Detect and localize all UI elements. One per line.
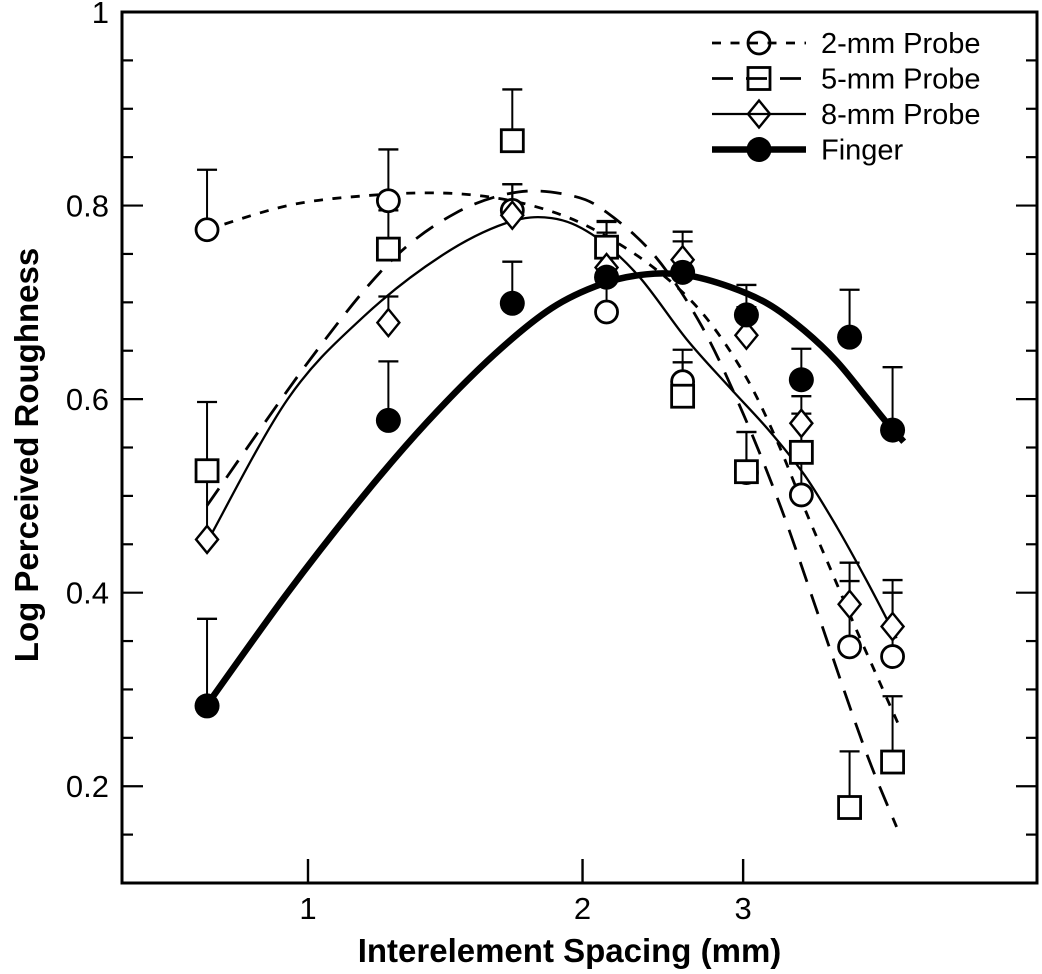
open-square-marker [375, 236, 401, 262]
x-tick-label: 2 [574, 891, 591, 926]
open-circle-marker [880, 644, 905, 669]
open-diamond-marker [194, 524, 220, 555]
legend-item-2-mm-probe: 2-mm Probe [712, 28, 981, 60]
legend-item-finger: Finger [712, 135, 904, 167]
open-square-marker [670, 383, 696, 409]
legend-label: Finger [821, 135, 904, 167]
legend-label: 8-mm Probe [821, 99, 981, 131]
filled-circle-marker [499, 290, 525, 316]
open-diamond-marker [880, 611, 906, 642]
x-tick-label: 3 [735, 891, 752, 926]
open-circle-marker [194, 217, 220, 243]
svg-text:Interelement Spacing (mm): Interelement Spacing (mm) [358, 932, 782, 969]
open-diamond-marker [788, 407, 814, 439]
filled-circle-marker [733, 302, 759, 328]
legend-label: 2-mm Probe [821, 28, 981, 60]
y-axis-label: Log Perceived Roughness [8, 248, 45, 662]
open-circle-marker [837, 634, 862, 660]
filled-circle-marker [837, 324, 863, 350]
x-axis-ticks: 1 2 3 [299, 859, 752, 926]
y-tick-label: 0.2 [66, 769, 109, 804]
error-bars-finger [197, 231, 903, 706]
svg-text:Log Perceived Roughness: Log Perceived Roughness [8, 248, 45, 662]
filled-circle-marker [594, 264, 620, 290]
filled-circle-marker [788, 367, 814, 393]
x-axis-label: Interelement Spacing (mm) [358, 932, 782, 969]
open-circle-marker [375, 188, 401, 214]
open-circle-marker [788, 482, 814, 508]
open-square-marker [734, 459, 759, 485]
open-square-marker [194, 458, 220, 484]
open-diamond-marker [375, 307, 401, 339]
y-tick-label: 0.4 [66, 576, 109, 611]
error-bars-8-mm-probe [197, 183, 903, 627]
open-diamond-marker [499, 199, 525, 231]
error-bars-2-mm-probe [197, 148, 903, 657]
open-circle-marker [594, 299, 619, 325]
series-5-mm-probe [194, 128, 905, 820]
open-square-marker [837, 795, 862, 820]
open-diamond-marker [837, 588, 863, 620]
open-square-marker [880, 749, 905, 775]
y-tick-label: 0.6 [66, 382, 109, 417]
x-tick-label: 1 [299, 891, 316, 926]
y-tick-label: 1 [92, 0, 109, 30]
open-diamond-marker [733, 319, 759, 351]
legend-item-5-mm-probe: 5-mm Probe [712, 64, 981, 96]
filled-circle-marker [880, 417, 906, 443]
fit-curve-finger [204, 270, 907, 707]
filled-circle-marker [746, 137, 772, 162]
filled-circle-marker [670, 259, 696, 285]
legend-item-8-mm-probe: 8-mm Probe [712, 98, 981, 131]
filled-circle-marker [375, 407, 401, 433]
open-square-marker [788, 439, 814, 465]
y-tick-labels: 1 0.8 0.6 0.4 0.2 [66, 0, 109, 804]
legend-label: 5-mm Probe [821, 64, 981, 96]
open-square-marker [499, 128, 525, 154]
series-finger [194, 259, 906, 719]
y-axis-ticks [122, 59, 1037, 836]
fit-curve-5-mm-probe [205, 189, 898, 828]
filled-circle-marker [194, 693, 220, 719]
y-tick-label: 0.8 [66, 189, 109, 224]
fit-curve-8-mm-probe [205, 216, 898, 639]
